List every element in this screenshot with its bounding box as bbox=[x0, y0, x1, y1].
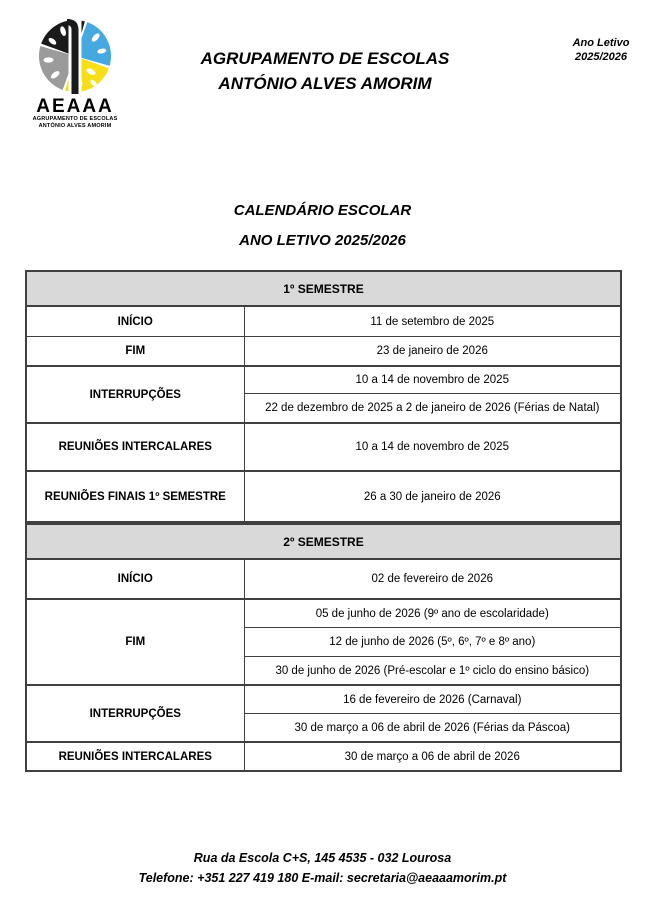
row-value: 11 de setembro de 2025 bbox=[243, 305, 622, 337]
logo-acronym: AEAAA bbox=[36, 96, 114, 117]
school-logo: AEAAA AGRUPAMENTO DE ESCOLAS ANTÓNIO ALV… bbox=[26, 16, 124, 130]
semester2-table: 2º SEMESTRE INÍCIO 02 de fevereiro de 20… bbox=[25, 523, 622, 772]
semester1-table: 1º SEMESTRE INÍCIO 11 de setembro de 202… bbox=[25, 270, 622, 523]
table-row: FIM 23 de janeiro de 2026 bbox=[25, 336, 622, 367]
row-value: 26 a 30 de janeiro de 2026 bbox=[243, 470, 622, 523]
school-year-label-line2: 2025/2026 bbox=[575, 51, 627, 63]
semester1-header: 1º SEMESTRE bbox=[25, 270, 622, 307]
logo-subtitle-line1: AGRUPAMENTO DE ESCOLAS bbox=[32, 116, 118, 122]
document-title-line1: CALENDÁRIO ESCOLAR bbox=[233, 202, 412, 219]
table-row: REUNIÕES FINAIS 1º SEMESTRE 26 a 30 de j… bbox=[25, 470, 622, 523]
row-label: FIM bbox=[25, 598, 245, 686]
row-value: 30 de junho de 2026 (Pré-escolar e 1º ci… bbox=[243, 656, 622, 686]
footer-address: Rua da Escola C+S, 145 4535 - 032 Louros… bbox=[193, 851, 452, 865]
row-value: 10 a 14 de novembro de 2025 bbox=[243, 422, 622, 472]
table-row: INTERRUPÇÕES 16 de fevereiro de 2026 (Ca… bbox=[25, 684, 622, 743]
school-year-label: Ano Letivo 2025/2026 bbox=[567, 36, 635, 64]
row-label: REUNIÕES FINAIS 1º SEMESTRE bbox=[25, 470, 245, 523]
row-value: 05 de junho de 2026 (9º ano de escolarid… bbox=[243, 598, 622, 628]
table-subrow: 12 de junho de 2026 (5º, 6º, 7º e 8º ano… bbox=[26, 627, 622, 657]
school-name-line2: ANTÓNIO ALVES AMORIM bbox=[218, 74, 432, 93]
row-label: INTERRUPÇÕES bbox=[25, 684, 245, 743]
row-value: 02 de fevereiro de 2026 bbox=[243, 558, 622, 600]
footer-contact: Telefone: +351 227 419 180 E-mail: secre… bbox=[138, 871, 507, 885]
table-row: FIM 05 de junho de 2026 (9º ano de escol… bbox=[25, 598, 622, 686]
row-label: INTERRUPÇÕES bbox=[25, 365, 245, 424]
row-value: 23 de janeiro de 2026 bbox=[243, 336, 622, 367]
table-row: INÍCIO 11 de setembro de 2025 bbox=[25, 305, 622, 337]
document-title: CALENDÁRIO ESCOLAR ANO LETIVO 2025/2026 bbox=[0, 196, 645, 256]
footer: Rua da Escola C+S, 145 4535 - 032 Louros… bbox=[0, 848, 645, 888]
row-value: 30 de março a 06 de abril de 2026 (Féria… bbox=[243, 713, 622, 743]
logo-subtitle-line2: ANTÓNIO ALVES AMORIM bbox=[38, 123, 112, 129]
school-year-label-line1: Ano Letivo bbox=[572, 37, 630, 49]
table-row: REUNIÕES INTERCALARES 10 a 14 de novembr… bbox=[25, 422, 622, 472]
table-subrow: 30 de junho de 2026 (Pré-escolar e 1º ci… bbox=[26, 656, 622, 686]
semester2-header-row: 2º SEMESTRE bbox=[25, 523, 622, 560]
row-label: INÍCIO bbox=[25, 558, 245, 600]
row-value: 10 a 14 de novembro de 2025 bbox=[243, 365, 622, 394]
document-title-line2: ANO LETIVO 2025/2026 bbox=[239, 232, 406, 249]
row-label: INÍCIO bbox=[25, 305, 245, 337]
semester1-header-row: 1º SEMESTRE bbox=[25, 270, 622, 307]
table-row: REUNIÕES INTERCALARES 30 de março a 06 d… bbox=[25, 741, 622, 772]
table-row: INÍCIO 02 de fevereiro de 2026 bbox=[25, 558, 622, 600]
school-name-line1: AGRUPAMENTO DE ESCOLAS bbox=[200, 49, 450, 68]
row-value: 30 de março a 06 de abril de 2026 bbox=[243, 741, 622, 772]
row-label: REUNIÕES INTERCALARES bbox=[25, 741, 245, 772]
table-subrow: 22 de dezembro de 2025 a 2 de janeiro de… bbox=[26, 393, 622, 424]
row-value: 22 de dezembro de 2025 a 2 de janeiro de… bbox=[243, 393, 622, 424]
school-name: AGRUPAMENTO DE ESCOLAS ANTÓNIO ALVES AMO… bbox=[155, 46, 495, 96]
row-label: REUNIÕES INTERCALARES bbox=[25, 422, 245, 472]
school-logo-icon bbox=[38, 18, 112, 94]
semester2-header: 2º SEMESTRE bbox=[25, 523, 622, 560]
table-row: INTERRUPÇÕES 10 a 14 de novembro de 2025 bbox=[25, 365, 622, 424]
table-subrow: 30 de março a 06 de abril de 2026 (Féria… bbox=[26, 713, 622, 743]
row-value: 12 de junho de 2026 (5º, 6º, 7º e 8º ano… bbox=[243, 627, 622, 657]
row-label: FIM bbox=[25, 336, 245, 367]
row-value: 16 de fevereiro de 2026 (Carnaval) bbox=[243, 684, 622, 714]
